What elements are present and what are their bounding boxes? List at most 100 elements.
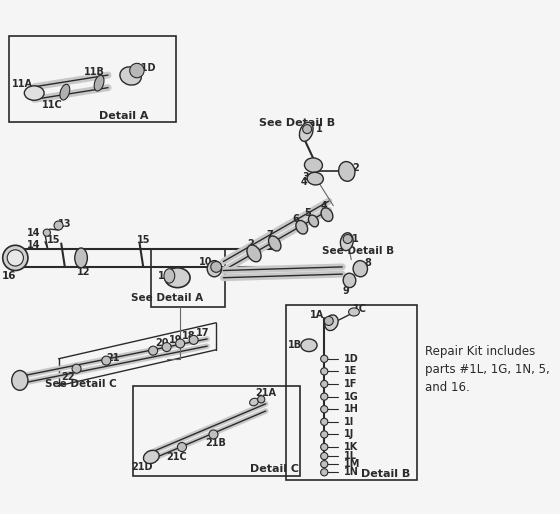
Text: 1: 1 <box>316 124 323 134</box>
Ellipse shape <box>12 371 28 390</box>
Circle shape <box>321 355 328 362</box>
Text: 12: 12 <box>77 267 91 278</box>
Circle shape <box>321 469 328 476</box>
Circle shape <box>321 380 328 388</box>
Text: Detail C: Detail C <box>250 464 299 474</box>
Text: 10: 10 <box>199 256 212 266</box>
Text: See Detail C: See Detail C <box>45 379 117 389</box>
Ellipse shape <box>353 261 367 277</box>
Text: 11: 11 <box>158 271 171 281</box>
Circle shape <box>258 396 265 403</box>
Circle shape <box>324 317 333 325</box>
Ellipse shape <box>165 268 190 288</box>
Text: 11C: 11C <box>42 100 63 110</box>
Circle shape <box>302 124 312 134</box>
Text: 8: 8 <box>364 259 371 268</box>
Ellipse shape <box>339 161 355 181</box>
Text: 14: 14 <box>26 228 40 237</box>
Text: 1F: 1F <box>344 379 357 389</box>
Text: 21D: 21D <box>132 462 153 472</box>
Ellipse shape <box>301 339 317 352</box>
Ellipse shape <box>250 398 258 406</box>
Ellipse shape <box>120 67 141 85</box>
Bar <box>9 36 176 122</box>
Circle shape <box>176 339 185 348</box>
Ellipse shape <box>307 172 323 185</box>
Circle shape <box>162 342 171 352</box>
Circle shape <box>43 229 50 236</box>
Ellipse shape <box>305 158 323 172</box>
Text: Repair Kit includes
parts #1L, 1G, 1N, 5,
and 16.: Repair Kit includes parts #1L, 1G, 1N, 5… <box>425 345 550 394</box>
Circle shape <box>321 461 328 468</box>
Circle shape <box>209 430 218 439</box>
Ellipse shape <box>247 245 261 262</box>
Text: 15: 15 <box>47 235 61 245</box>
Circle shape <box>321 393 328 400</box>
Text: 4: 4 <box>301 177 308 187</box>
Ellipse shape <box>24 86 44 100</box>
Text: Detail B: Detail B <box>361 469 410 479</box>
Text: See Detail B: See Detail B <box>259 118 335 128</box>
Text: 1J: 1J <box>344 429 354 439</box>
Ellipse shape <box>207 261 222 277</box>
Circle shape <box>102 356 111 365</box>
Text: 13: 13 <box>58 218 72 229</box>
Text: 6: 6 <box>292 214 299 224</box>
Ellipse shape <box>300 122 313 141</box>
Text: See Detail B: See Detail B <box>323 246 395 255</box>
Bar <box>133 386 300 476</box>
Text: 1H: 1H <box>344 404 359 414</box>
Text: 11B: 11B <box>84 67 105 77</box>
Circle shape <box>130 63 144 78</box>
Circle shape <box>189 335 198 344</box>
Bar <box>151 249 225 307</box>
Ellipse shape <box>94 75 104 91</box>
Ellipse shape <box>75 248 87 268</box>
Circle shape <box>321 444 328 451</box>
Text: 2: 2 <box>352 163 359 173</box>
Text: 1: 1 <box>352 234 359 244</box>
Text: 1D: 1D <box>344 354 359 364</box>
Text: 15: 15 <box>137 235 151 245</box>
Text: 4: 4 <box>321 200 328 211</box>
Text: 1L: 1L <box>344 451 357 461</box>
Text: 1K: 1K <box>344 442 358 452</box>
Text: 1B: 1B <box>288 340 302 350</box>
Bar <box>286 305 417 481</box>
Ellipse shape <box>309 215 319 227</box>
Ellipse shape <box>296 221 307 234</box>
Text: See Detail A: See Detail A <box>130 293 203 303</box>
Text: 1C: 1C <box>353 304 367 314</box>
Circle shape <box>211 262 222 272</box>
Text: 1I: 1I <box>344 417 354 427</box>
Ellipse shape <box>7 250 24 266</box>
Text: 1N: 1N <box>344 467 359 478</box>
Circle shape <box>148 346 157 355</box>
Ellipse shape <box>325 315 338 331</box>
Text: 7: 7 <box>267 230 274 241</box>
Ellipse shape <box>348 308 360 316</box>
Text: 16: 16 <box>2 271 16 281</box>
Text: 11A: 11A <box>12 79 33 89</box>
Ellipse shape <box>143 450 159 464</box>
Text: Detail A: Detail A <box>99 111 148 121</box>
Text: 22: 22 <box>61 372 74 382</box>
Circle shape <box>321 418 328 426</box>
Circle shape <box>321 431 328 438</box>
Text: 20: 20 <box>155 339 169 348</box>
Text: 2: 2 <box>247 240 254 249</box>
Circle shape <box>178 443 186 452</box>
Text: 1A: 1A <box>310 309 324 320</box>
Ellipse shape <box>60 84 70 100</box>
Text: 5: 5 <box>305 208 311 218</box>
Ellipse shape <box>321 208 333 222</box>
Text: 11D: 11D <box>135 63 157 73</box>
Ellipse shape <box>340 233 353 251</box>
Text: 1E: 1E <box>344 366 357 376</box>
Circle shape <box>321 368 328 375</box>
Text: 17: 17 <box>196 327 209 338</box>
Ellipse shape <box>269 236 281 251</box>
Circle shape <box>54 221 63 230</box>
Circle shape <box>321 452 328 460</box>
Ellipse shape <box>164 269 175 283</box>
